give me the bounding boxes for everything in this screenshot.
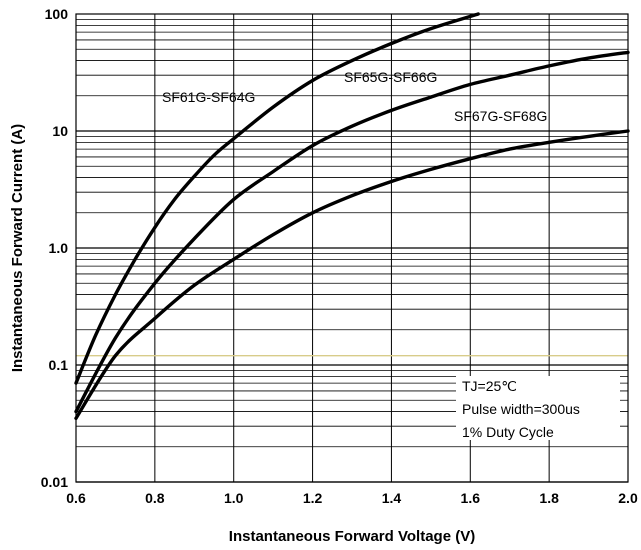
x-tick-label: 1.4: [382, 490, 402, 506]
curve-sf61g-sf64g: [74, 12, 480, 385]
note-duty-cycle: 1% Duty Cycle: [462, 424, 554, 440]
curve-sf67g-sf68g: [74, 129, 630, 420]
y-tick-label: 10: [52, 123, 68, 139]
curve-sf65g-sf66g: [74, 50, 630, 414]
x-tick-label: 1.6: [461, 490, 481, 506]
note-temperature: TJ=25℃: [462, 378, 517, 394]
series-label-sf65g-sf66g: SF65G-SF66G: [344, 69, 437, 85]
x-tick-label: 1.0: [224, 490, 244, 506]
test-conditions-note: TJ=25℃ Pulse width=300us 1% Duty Cycle: [456, 376, 620, 440]
y-tick-label: 0.01: [41, 474, 68, 490]
series-label-sf67g-sf68g: SF67G-SF68G: [454, 108, 547, 124]
x-tick-label: 0.8: [145, 490, 165, 506]
y-tick-label: 100: [45, 6, 69, 22]
series-label-sf61g-sf64g: SF61G-SF64G: [162, 89, 255, 105]
note-pulse-width: Pulse width=300us: [462, 401, 580, 417]
tick-labels: 0.6 0.8 1.0 1.2 1.4 1.6 1.8 2.0 100 10 1.0 0.1 0.01: [41, 6, 638, 506]
curves: [74, 12, 630, 420]
plot-frame: [75, 13, 629, 483]
x-tick-label: 1.8: [539, 490, 559, 506]
curve-labels: SF61G-SF64G SF65G-SF66G SF67G-SF68G: [162, 69, 547, 124]
x-tick-label: 1.2: [303, 490, 323, 506]
y-tick-label: 0.1: [49, 357, 69, 373]
x-tick-label: 2.0: [618, 490, 638, 506]
x-tick-label: 0.6: [66, 490, 86, 506]
y-axis-title: Instantaneous Forward Current (A): [9, 124, 26, 372]
y-tick-label: 1.0: [49, 240, 69, 256]
x-axis-title: Instantaneous Forward Voltage (V): [229, 528, 475, 545]
